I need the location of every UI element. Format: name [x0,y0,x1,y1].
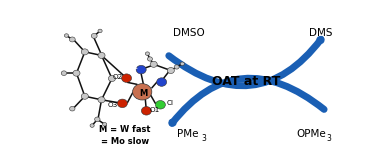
Text: OAT at RT: OAT at RT [212,75,280,88]
Text: = Mo slow: = Mo slow [101,137,149,146]
Text: 3: 3 [326,134,331,143]
Text: 3: 3 [201,134,206,143]
Text: DMSO: DMSO [174,28,205,38]
Text: DMS: DMS [310,28,333,38]
Text: PMe: PMe [177,129,198,139]
Text: OPMe: OPMe [296,129,326,139]
Text: M = W fast: M = W fast [99,125,150,134]
